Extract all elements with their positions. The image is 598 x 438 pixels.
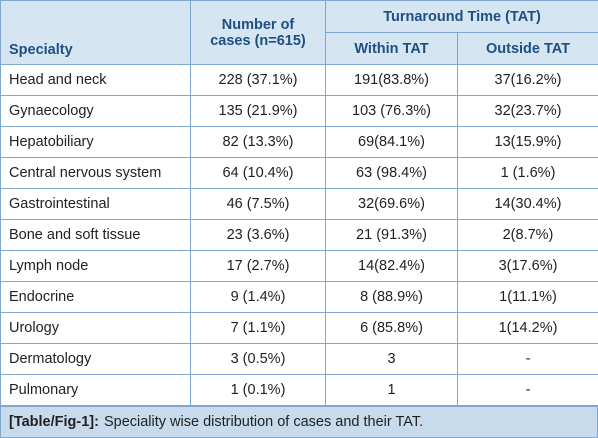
table-cell: - xyxy=(456,374,598,406)
table-cell: 3(17.6%) xyxy=(456,250,598,282)
table-cell: 1(11.1%) xyxy=(456,281,598,313)
table-row: Gastrointestinal 46 (7.5%) 32(69.6%) 14(30.… xyxy=(0,188,598,220)
table-cell: Lymph node xyxy=(0,250,191,282)
header-row: Specialty Number of cases (n=615) Turnar… xyxy=(0,0,598,65)
table-row: Bone and soft tissue 23 (3.6%) 21 (91.3%) 2… xyxy=(0,219,598,251)
table-cell: 2(8.7%) xyxy=(456,219,598,251)
table-cell: 7 (1.1%) xyxy=(190,312,326,344)
table-cell: 6 (85.8%) xyxy=(325,312,458,344)
table-cell: 46 (7.5%) xyxy=(190,188,326,220)
table-cell: Hepatobiliary xyxy=(0,126,191,158)
table-cell: 13(15.9%) xyxy=(456,126,598,158)
table-body: Head and neck 228 (37.1%) 191(83.8%) 37(16.… xyxy=(0,64,598,406)
table-cell: 228 (37.1%) xyxy=(190,64,326,96)
table-cell: Endocrine xyxy=(0,281,191,313)
table-cell: 3 (0.5%) xyxy=(190,343,326,375)
table-cell: - xyxy=(456,343,598,375)
table-cell: 32(69.6%) xyxy=(325,188,458,220)
table-cell: Head and neck xyxy=(0,64,191,96)
table-cell: 9 (1.4%) xyxy=(190,281,326,313)
table-cell: 32(23.7%) xyxy=(456,95,598,127)
table-cell: 17 (2.7%) xyxy=(190,250,326,282)
table-cell: 1(14.2%) xyxy=(456,312,598,344)
table-cell: 23 (3.6%) xyxy=(190,219,326,251)
caption: [Table/Fig-1]: Speciality wise distribut… xyxy=(0,406,598,438)
header-cell: Number of cases (n=615) xyxy=(190,0,326,65)
table-row: Gynaecology 135 (21.9%) 103 (76.3%) 32(23.7… xyxy=(0,95,598,127)
table-cell: 1 (0.1%) xyxy=(190,374,326,406)
table-row: Endocrine 9 (1.4%) 8 (88.9%) 1(11.1%) xyxy=(0,281,598,313)
table-cell: 37(16.2%) xyxy=(456,64,598,96)
table-cell: 103 (76.3%) xyxy=(325,95,458,127)
table-cell: 3 xyxy=(325,343,458,375)
table-cell: 82 (13.3%) xyxy=(190,126,326,158)
table-cell: 135 (21.9%) xyxy=(190,95,326,127)
table-head: Specialty Number of cases (n=615) Turnar… xyxy=(0,0,598,65)
table-cell: 21 (91.3%) xyxy=(325,219,458,251)
header-cell: Within TAT xyxy=(325,32,458,65)
table-row: Lymph node 17 (2.7%) 14(82.4%) 3(17.6%) xyxy=(0,250,598,282)
table-cell: 64 (10.4%) xyxy=(190,157,326,189)
table-cell: 8 (88.9%) xyxy=(325,281,458,313)
table-cell: 63 (98.4%) xyxy=(325,157,458,189)
table-cell: 1 xyxy=(325,374,458,406)
table-row: Head and neck 228 (37.1%) 191(83.8%) 37(16.… xyxy=(0,64,598,96)
table-cell: Central nervous system xyxy=(0,157,191,189)
header-cell: Outside TAT xyxy=(456,32,598,65)
table-row: Central nervous system 64 (10.4%) 63 (98.4… xyxy=(0,157,598,189)
table-row: Urology 7 (1.1%) 6 (85.8%) 1(14.2%) xyxy=(0,312,598,344)
table-cell: Dermatology xyxy=(0,343,191,375)
table-cell: 14(30.4%) xyxy=(456,188,598,220)
table-row: Pulmonary 1 (0.1%) 1- xyxy=(0,374,598,406)
table-cell: Gynaecology xyxy=(0,95,191,127)
table-cell: 14(82.4%) xyxy=(325,250,458,282)
table: Specialty Number of cases (n=615) Turnar… xyxy=(0,0,598,406)
table-cell: 191(83.8%) xyxy=(325,64,458,96)
caption-text: Speciality wise distribution of cases an… xyxy=(103,414,424,430)
header-cell: Specialty xyxy=(0,0,191,65)
caption-label: [Table/Fig-1]: xyxy=(9,414,99,430)
table-cell: 1 (1.6%) xyxy=(456,157,598,189)
table-row: Hepatobiliary 82 (13.3%) 69(84.1%) 13(15.9%… xyxy=(0,126,598,158)
table-cell: 69(84.1%) xyxy=(325,126,458,158)
table-row: Dermatology 3 (0.5%) 3- xyxy=(0,343,598,375)
table-cell: Pulmonary xyxy=(0,374,191,406)
table-cell: Bone and soft tissue xyxy=(0,219,191,251)
table-cell: Urology xyxy=(0,312,191,344)
table-cell: Gastrointestinal xyxy=(0,188,191,220)
header-cell: Turnaround Time (TAT) xyxy=(324,0,598,33)
